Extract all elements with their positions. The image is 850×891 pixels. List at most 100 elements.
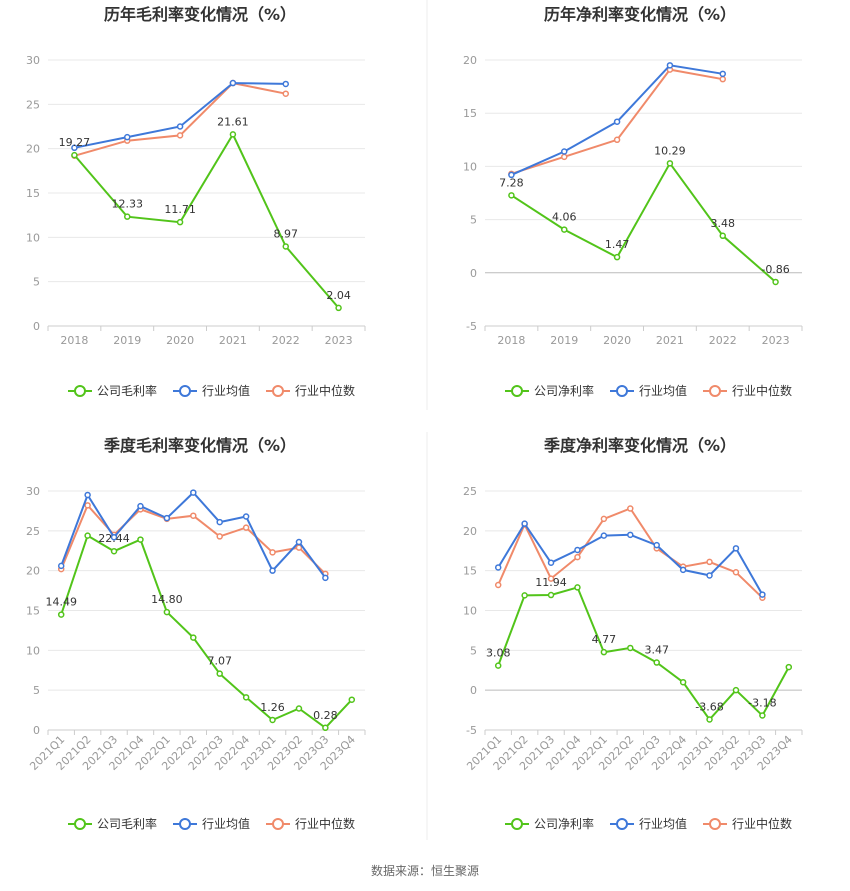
legend-marker [709,818,721,830]
data-label: 7.28 [499,176,524,189]
data-point [653,541,660,549]
y-tick-label: 20 [463,54,477,67]
data-point [57,611,65,618]
y-tick-label: 25 [26,98,40,111]
data-label: 11.71 [164,203,196,216]
data-point [229,79,237,87]
data-point [719,232,726,240]
legend-label: 公司毛利率 [97,383,157,398]
legend-marker [709,385,721,397]
data-point [759,591,766,598]
legend-label: 行业均值 [639,816,687,831]
y-tick-label: -5 [466,320,477,333]
data-point [785,663,793,671]
data-point [348,696,356,703]
y-tick-label: 5 [470,644,477,657]
legend-label: 行业中位数 [295,383,355,398]
data-point [190,489,197,496]
y-tick-label: 5 [33,684,40,697]
data-point [772,278,779,286]
data-label: 11.94 [535,576,567,589]
y-tick-label: 10 [26,231,40,244]
y-tick-label: 15 [26,187,40,200]
data-point [124,213,131,220]
legend-label: 行业中位数 [732,383,792,398]
data-point [110,547,118,555]
data-point [176,123,184,130]
data-label: 21.61 [217,115,249,128]
data-label: 4.77 [592,633,617,646]
data-label: -3.68 [695,700,723,713]
legend-marker [272,818,284,830]
y-tick-label: 25 [463,485,477,498]
data-point [561,226,568,233]
data-point [216,670,223,677]
data-label: -0.86 [761,263,789,276]
data-point [163,514,171,522]
data-point [242,524,250,531]
legend-marker [616,385,628,397]
data-label: 1.26 [260,701,285,714]
chart-panel-2: 历年净利率变化情况（%） -5 0 5 10 15 20 2018 2019 2020 2021 20… [463,5,803,398]
data-point [216,533,223,540]
chart-title: 季度净利率变化情况（%） [543,436,736,455]
y-tick-label: 10 [26,644,40,657]
x-tick-label: 2022 [272,334,300,347]
chart-title: 历年毛利率变化情况（%） [104,5,296,24]
data-point [627,531,634,539]
x-tick-label: 2019 [550,334,578,347]
series-line-1 [497,586,790,722]
data-point [282,90,289,97]
x-tick-label: 2023 [762,334,790,347]
y-tick-label: 30 [26,54,40,67]
data-point [627,505,634,512]
legend-marker [272,385,284,397]
y-tick-label: 10 [463,160,477,173]
data-point [190,634,197,641]
legend-label: 公司净利率 [534,383,594,398]
data-point [706,572,713,579]
y-tick-label: 30 [26,485,40,498]
data-point [679,566,687,574]
data-label: 19.27 [59,136,91,149]
legend-label: 行业中位数 [295,816,355,831]
data-point [137,502,144,510]
legend-label: 公司毛利率 [97,816,157,831]
legend-marker [616,818,628,830]
data-point [84,502,91,509]
y-tick-label: 5 [470,214,477,227]
chart-title: 历年净利率变化情况（%） [544,5,736,24]
data-point [110,533,118,541]
data-label: 14.49 [45,596,77,609]
data-label: 0.28 [313,709,338,722]
chart-panel-4: 季度净利率变化情况（%）-505101520252021Q12021Q22021… [463,436,803,831]
x-tick-label: 2020 [166,334,194,347]
y-tick-label: 0 [470,267,477,280]
y-tick-label: 0 [33,320,40,333]
data-point [706,716,713,723]
data-point [229,131,237,138]
data-point [282,243,289,250]
data-point [163,608,171,616]
data-point [732,545,740,552]
data-point [176,218,184,226]
data-point [666,160,674,167]
data-point [521,520,528,527]
series-line-1 [73,132,340,309]
data-point [494,581,502,589]
data-label: 4.06 [552,211,577,224]
data-point [574,553,581,561]
x-tick-label: 2018 [497,334,525,347]
legend: 公司净利率 行业均值 行业中位数 [505,383,792,398]
data-point [124,133,131,141]
y-tick-label: 20 [26,565,40,578]
data-label: 12.33 [112,198,144,211]
data-label: 3.47 [644,644,669,657]
data-point [679,678,687,686]
data-label: 14.80 [151,593,183,606]
x-tick-label: 2023 [325,334,353,347]
data-point [335,304,342,312]
legend-label: 公司净利率 [534,816,594,831]
data-point [561,153,568,161]
